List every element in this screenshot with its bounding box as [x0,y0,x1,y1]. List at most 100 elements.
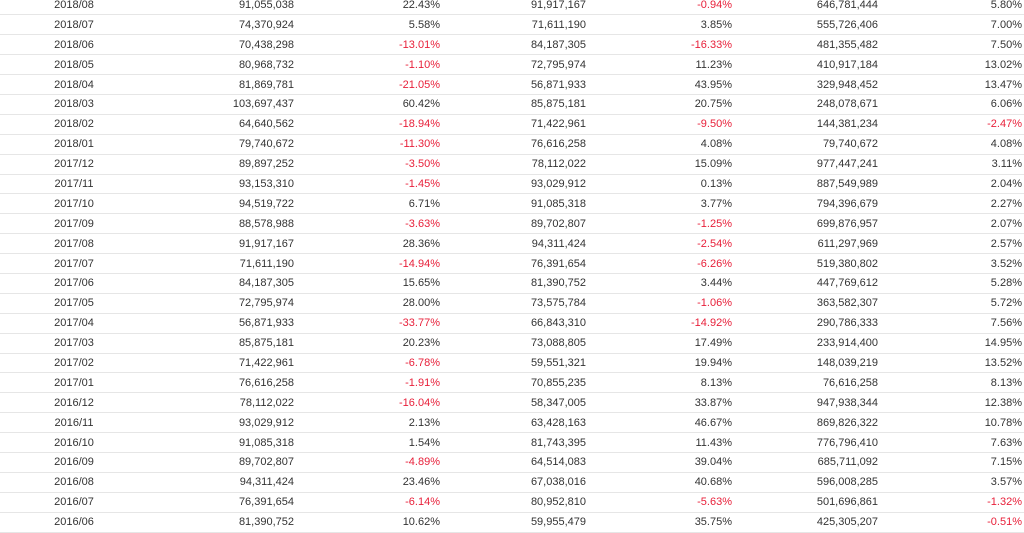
cumulative-cell: 425,305,207 [732,512,878,533]
period-cell: 2017/11 [0,174,148,195]
period-cell: 2016/11 [0,412,148,434]
value-a-cell: 74,370,924 [148,14,294,36]
cumulative-cell: 685,711,092 [732,452,878,473]
value-a-cell: 76,391,654 [148,492,294,513]
value-b-cell: 76,616,258 [440,134,586,155]
cumulative-change-cell: 14.95% [878,333,1024,354]
change-a-cell: 15.65% [294,273,440,294]
change-a-cell: 28.36% [294,233,440,255]
table-row: 2016/11 93,029,912 2.13% 63,428,163 46.67% 86… [0,412,1024,434]
change-a-cell: -13.01% [294,34,440,56]
cumulative-cell: 596,008,285 [732,472,878,493]
value-a-cell: 56,871,933 [148,313,294,334]
cumulative-change-cell: 7.56% [878,313,1024,334]
value-b-cell: 64,514,083 [440,452,586,473]
cumulative-cell: 869,826,322 [732,412,878,434]
cumulative-change-cell: 6.06% [878,94,1024,115]
cumulative-change-cell: 2.57% [878,233,1024,255]
cumulative-change-cell: 13.02% [878,54,1024,76]
cumulative-cell: 646,781,444 [732,0,878,16]
change-b-cell: 46.67% [586,412,732,434]
change-b-cell: 15.09% [586,154,732,175]
period-cell: 2017/09 [0,213,148,235]
change-a-cell: -33.77% [294,313,440,334]
cumulative-change-cell: 3.57% [878,472,1024,493]
period-cell: 2018/08 [0,0,148,16]
change-a-cell: 1.54% [294,432,440,453]
value-a-cell: 89,702,807 [148,452,294,473]
table-row: 2017/03 85,875,181 20.23% 73,088,805 17.49% 2… [0,333,1024,354]
value-b-cell: 59,955,479 [440,512,586,533]
cumulative-change-cell: 2.27% [878,193,1024,215]
value-a-cell: 80,968,732 [148,54,294,76]
value-a-cell: 79,740,672 [148,134,294,155]
value-a-cell: 71,422,961 [148,353,294,374]
cumulative-change-cell: 2.07% [878,213,1024,235]
change-b-cell: -14.92% [586,313,732,334]
change-a-cell: 6.71% [294,193,440,215]
value-b-cell: 63,428,163 [440,412,586,434]
change-b-cell: 35.75% [586,512,732,533]
cumulative-change-cell: 7.50% [878,34,1024,56]
change-a-cell: 28.00% [294,293,440,314]
period-cell: 2018/03 [0,94,148,115]
change-a-cell: 60.42% [294,94,440,115]
table-row: 2017/06 84,187,305 15.65% 81,390,752 3.44% 44… [0,273,1024,294]
table-row: 2018/04 81,869,781 -21.05% 56,871,933 43.95%… [0,74,1024,95]
period-cell: 2018/02 [0,114,148,135]
change-a-cell: 22.43% [294,0,440,16]
period-cell: 2017/02 [0,353,148,374]
change-a-cell: -3.50% [294,154,440,175]
table-row: 2017/11 93,153,310 -1.45% 93,029,912 0.13% 88… [0,174,1024,195]
change-a-cell: -3.63% [294,213,440,235]
value-a-cell: 94,311,424 [148,472,294,493]
change-b-cell: -0.94% [586,0,732,16]
change-b-cell: 11.23% [586,54,732,76]
table-row: 2017/08 91,917,167 28.36% 94,311,424 -2.54% 6… [0,233,1024,255]
table-row: 2017/10 94,519,722 6.71% 91,085,318 3.77% 794… [0,193,1024,215]
value-b-cell: 73,088,805 [440,333,586,354]
change-a-cell: -11.30% [294,134,440,155]
cumulative-cell: 887,549,989 [732,174,878,195]
period-cell: 2016/10 [0,432,148,453]
value-a-cell: 85,875,181 [148,333,294,354]
value-a-cell: 70,438,298 [148,34,294,56]
value-b-cell: 66,843,310 [440,313,586,334]
cumulative-change-cell: 2.04% [878,174,1024,195]
change-b-cell: 19.94% [586,353,732,374]
table-row: 2017/12 89,897,252 -3.50% 78,112,022 15.09% 9… [0,154,1024,175]
table-row: 2017/07 71,611,190 -14.94% 76,391,654 -6.26%… [0,253,1024,274]
value-a-cell: 103,697,437 [148,94,294,115]
change-a-cell: 5.58% [294,14,440,36]
cumulative-change-cell: 7.15% [878,452,1024,473]
table-row: 2018/05 80,968,732 -1.10% 72,795,974 11.23% 4… [0,54,1024,76]
change-b-cell: -1.25% [586,213,732,235]
change-a-cell: -6.78% [294,353,440,374]
value-b-cell: 72,795,974 [440,54,586,76]
value-b-cell: 80,952,810 [440,492,586,513]
value-a-cell: 91,085,318 [148,432,294,453]
cumulative-cell: 555,726,406 [732,14,878,36]
value-b-cell: 91,085,318 [440,193,586,215]
cumulative-cell: 144,381,234 [732,114,878,135]
period-cell: 2018/05 [0,54,148,76]
value-b-cell: 71,611,190 [440,14,586,36]
period-cell: 2017/03 [0,333,148,354]
period-cell: 2017/12 [0,154,148,175]
table-row: 2018/01 79,740,672 -11.30% 76,616,258 4.08% 7… [0,134,1024,155]
value-b-cell: 78,112,022 [440,154,586,175]
value-a-cell: 84,187,305 [148,273,294,294]
table-row: 2016/09 89,702,807 -4.89% 64,514,083 39.04% 6… [0,452,1024,473]
change-a-cell: -6.14% [294,492,440,513]
table-row: 2017/01 76,616,258 -1.91% 70,855,235 8.13% 76… [0,372,1024,394]
value-a-cell: 88,578,988 [148,213,294,235]
change-a-cell: -1.45% [294,174,440,195]
value-b-cell: 91,917,167 [440,0,586,16]
change-b-cell: -5.63% [586,492,732,513]
value-a-cell: 72,795,974 [148,293,294,314]
change-b-cell: -6.26% [586,253,732,274]
value-b-cell: 73,575,784 [440,293,586,314]
cumulative-cell: 501,696,861 [732,492,878,513]
cumulative-change-cell: 4.08% [878,134,1024,155]
change-b-cell: -1.06% [586,293,732,314]
